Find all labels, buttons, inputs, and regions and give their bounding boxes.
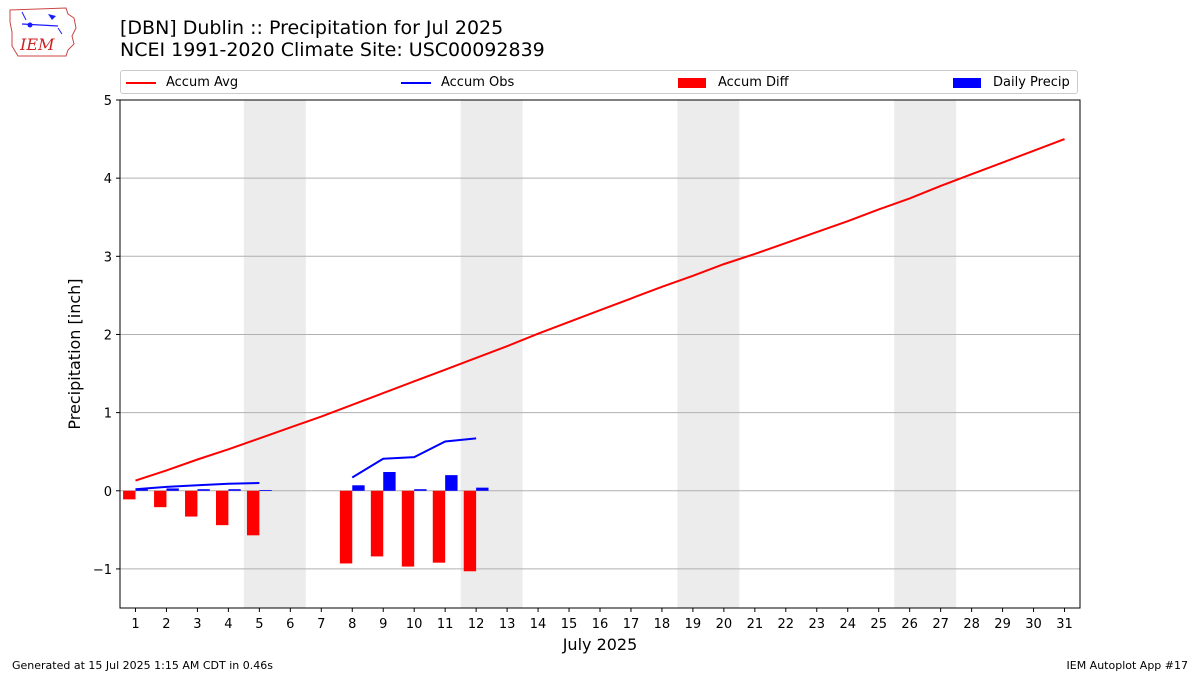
legend-swatch-accum-avg xyxy=(126,82,156,84)
x-axis-label: July 2025 xyxy=(562,635,638,654)
accum-diff-bar xyxy=(185,490,198,517)
accum-avg-line xyxy=(135,138,1065,482)
y-tick-label: 1 xyxy=(104,407,112,422)
generated-timestamp: Generated at 15 Jul 2025 1:15 AM CDT in … xyxy=(12,659,273,672)
x-tick-label: 19 xyxy=(685,617,702,632)
iowa-map-logo-icon: IEM xyxy=(9,7,77,57)
x-tick-label: 17 xyxy=(623,617,640,632)
x-tick-label: 14 xyxy=(530,617,547,632)
accum-diff-bar xyxy=(463,490,477,572)
x-tick-label: 9 xyxy=(379,617,387,632)
daily-precip-bar xyxy=(166,488,179,491)
weekend-band xyxy=(894,100,957,608)
iem-logo: IEM xyxy=(8,6,80,60)
x-tick-label: 26 xyxy=(901,617,918,632)
x-tick-label: 4 xyxy=(224,617,232,632)
x-tick-label: 15 xyxy=(561,617,578,632)
x-tick-label: 3 xyxy=(193,617,201,632)
x-tick-label: 5 xyxy=(255,617,263,632)
title-line-2: NCEI 1991-2020 Climate Site: USC00092839 xyxy=(120,39,545,61)
x-tick-label: 22 xyxy=(778,617,795,632)
legend-label-accum-avg: Accum Avg xyxy=(166,75,239,90)
accum-diff-bar xyxy=(216,490,229,526)
daily-precip-bar xyxy=(135,489,148,491)
legend-swatch-accum-diff xyxy=(678,78,706,88)
x-tick-label: 1 xyxy=(131,617,139,632)
y-tick-label: −1 xyxy=(93,563,112,578)
legend-swatch-daily-precip xyxy=(953,78,981,88)
x-tick-label: 12 xyxy=(468,617,485,632)
x-tick-label: 20 xyxy=(716,617,733,632)
y-tick-label: 5 xyxy=(104,94,112,109)
x-tick-label: 6 xyxy=(286,617,294,632)
accum-diff-bar xyxy=(339,490,353,564)
weekend-band xyxy=(677,100,740,608)
x-tick-label: 11 xyxy=(437,617,454,632)
chart-title: [DBN] Dublin :: Precipitation for Jul 20… xyxy=(120,17,545,61)
accum-diff-bar xyxy=(246,490,260,536)
legend-label-accum-obs: Accum Obs xyxy=(441,75,515,90)
x-tick-label: 27 xyxy=(932,617,949,632)
legend-label-daily-precip: Daily Precip xyxy=(993,75,1070,90)
daily-precip-bar xyxy=(476,487,489,491)
y-tick-label: 0 xyxy=(104,485,112,500)
x-tick-label: 16 xyxy=(592,617,609,632)
accum-diff-bar xyxy=(432,490,446,563)
title-line-1: [DBN] Dublin :: Precipitation for Jul 20… xyxy=(120,17,504,39)
x-tick-label: 31 xyxy=(1056,617,1073,632)
chart-legend: Accum Avg Accum Obs Accum Diff Daily Pre… xyxy=(120,70,1078,94)
x-tick-label: 29 xyxy=(994,617,1011,632)
x-tick-label: 23 xyxy=(809,617,826,632)
y-axis-label: Precipitation [inch] xyxy=(65,278,84,429)
x-tick-label: 28 xyxy=(963,617,980,632)
x-tick-label: 7 xyxy=(317,617,325,632)
x-axis-ticks: 1 2 3 4 5 6 7 8 9 10 11 12 13 14 15 16 17 18 19 20 21 22 23 24 2… xyxy=(131,608,1073,632)
accum-diff-bar xyxy=(370,490,384,557)
x-tick-label: 21 xyxy=(747,617,764,632)
x-tick-label: 30 xyxy=(1025,617,1042,632)
accum-diff-bar xyxy=(401,490,415,567)
daily-precip-bar xyxy=(383,472,396,491)
x-tick-label: 13 xyxy=(499,617,516,632)
accum-diff-bar xyxy=(154,490,167,508)
daily-precip-bar xyxy=(197,489,210,491)
x-tick-label: 8 xyxy=(348,617,356,632)
y-tick-label: 4 xyxy=(104,172,112,187)
x-tick-label: 24 xyxy=(839,617,856,632)
bar-series xyxy=(123,472,489,572)
x-tick-label: 25 xyxy=(870,617,887,632)
accum-obs-line xyxy=(135,481,260,491)
daily-precip-bar xyxy=(445,475,458,491)
daily-precip-bar xyxy=(259,489,272,491)
daily-precip-bar xyxy=(414,489,427,491)
legend-swatch-accum-obs xyxy=(401,82,431,84)
y-axis-ticks: −1 0 1 2 3 4 5 xyxy=(93,94,120,578)
legend-label-accum-diff: Accum Diff xyxy=(718,75,789,90)
logo-text: IEM xyxy=(19,35,55,54)
accum-obs-line xyxy=(351,437,477,479)
y-tick-label: 2 xyxy=(104,328,112,343)
line-series xyxy=(135,138,1065,491)
y-tick-label: 3 xyxy=(104,250,112,265)
x-tick-label: 2 xyxy=(162,617,170,632)
x-tick-label: 10 xyxy=(406,617,423,632)
daily-precip-bar xyxy=(352,485,365,491)
x-tick-label: 18 xyxy=(654,617,671,632)
daily-precip-bar xyxy=(228,489,241,491)
app-credit: IEM Autoplot App #17 xyxy=(1066,659,1189,672)
accum-diff-bar xyxy=(123,490,136,500)
